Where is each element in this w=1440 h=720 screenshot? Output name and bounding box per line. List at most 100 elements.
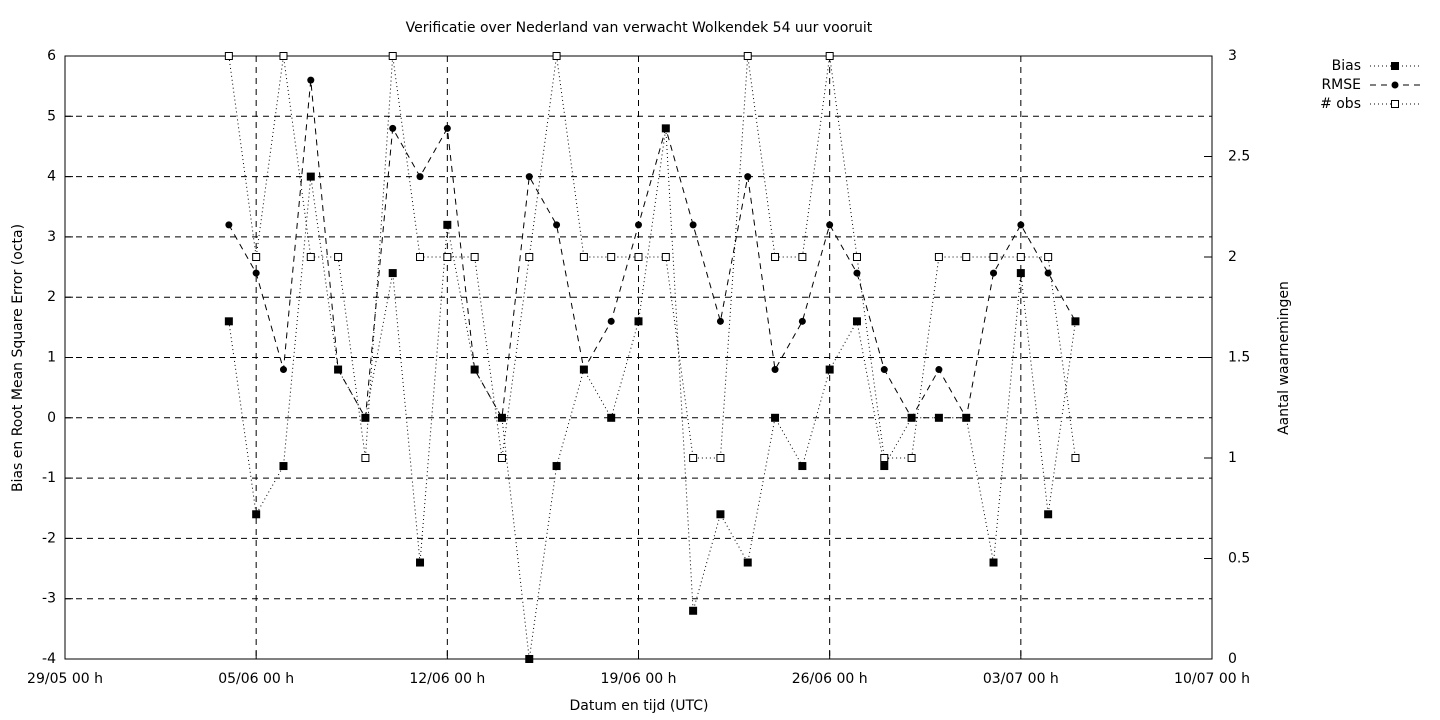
data-point bbox=[607, 253, 616, 261]
y-tick-label: -2 bbox=[42, 530, 56, 546]
data-point bbox=[525, 253, 534, 261]
y-tick-label: 3 bbox=[47, 229, 56, 245]
data-point bbox=[798, 253, 807, 261]
data-point bbox=[771, 366, 779, 374]
data-point bbox=[443, 220, 452, 229]
legend-label: RMSE bbox=[1321, 77, 1361, 93]
data-point bbox=[607, 413, 616, 422]
x-tick-label: 29/05 00 h bbox=[27, 671, 103, 687]
data-point bbox=[307, 76, 315, 84]
x-tick-label: 03/07 00 h bbox=[983, 671, 1059, 687]
data-point bbox=[224, 317, 233, 326]
data-point bbox=[252, 269, 260, 277]
data-point bbox=[853, 269, 861, 277]
data-point bbox=[798, 317, 806, 325]
data-point bbox=[525, 655, 534, 663]
data-point bbox=[934, 413, 943, 422]
data-point bbox=[1044, 269, 1052, 277]
data-point bbox=[279, 366, 287, 374]
y-tick-label: 0 bbox=[47, 410, 56, 426]
data-point bbox=[443, 253, 452, 261]
data-point bbox=[580, 366, 588, 374]
x-tick-label: 26/06 00 h bbox=[792, 671, 868, 687]
data-point bbox=[470, 253, 479, 261]
legend-marker bbox=[1391, 62, 1399, 70]
x-tick-label: 10/07 00 h bbox=[1174, 671, 1250, 687]
data-point bbox=[935, 366, 943, 374]
data-point bbox=[1044, 253, 1053, 261]
y-tick-label: -3 bbox=[42, 591, 56, 607]
series-line bbox=[228, 128, 1076, 660]
y2-tick-label: 1.5 bbox=[1228, 350, 1250, 366]
y-tick-label: 2 bbox=[47, 289, 56, 305]
y-tick-label: -4 bbox=[42, 651, 56, 667]
data-point bbox=[389, 124, 397, 132]
data-point bbox=[990, 269, 998, 277]
y2-tick-label: 0.5 bbox=[1228, 551, 1250, 567]
data-point bbox=[716, 510, 725, 519]
data-point bbox=[1016, 269, 1025, 278]
data-point bbox=[689, 454, 698, 462]
data-point bbox=[716, 454, 725, 462]
data-point bbox=[416, 173, 424, 181]
data-point bbox=[416, 253, 425, 261]
data-point bbox=[689, 221, 697, 229]
data-point bbox=[279, 52, 288, 60]
data-point bbox=[880, 454, 889, 462]
series-line bbox=[228, 80, 1076, 420]
x-axis-label: Datum en tijd (UTC) bbox=[569, 698, 708, 714]
data-point bbox=[1017, 221, 1025, 229]
data-point bbox=[361, 414, 369, 422]
data-point bbox=[661, 253, 670, 261]
data-point bbox=[498, 414, 506, 422]
legend-label: Bias bbox=[1332, 58, 1361, 74]
legend-marker bbox=[1391, 100, 1399, 108]
x-tick-label: 19/06 00 h bbox=[601, 671, 677, 687]
data-point bbox=[907, 454, 916, 462]
data-point bbox=[1071, 454, 1080, 462]
data-point bbox=[634, 317, 643, 326]
x-tick-label: 05/06 00 h bbox=[218, 671, 294, 687]
data-point bbox=[306, 172, 315, 181]
data-point bbox=[416, 558, 425, 567]
series-line bbox=[228, 55, 1076, 459]
data-point bbox=[989, 558, 998, 567]
data-point bbox=[826, 221, 834, 229]
data-point bbox=[908, 414, 916, 422]
data-point bbox=[225, 221, 233, 229]
data-point bbox=[771, 253, 780, 261]
data-point bbox=[443, 124, 451, 132]
legend-label: # obs bbox=[1320, 96, 1361, 112]
data-point bbox=[662, 124, 670, 132]
data-point bbox=[525, 173, 533, 181]
data-point bbox=[306, 253, 315, 261]
data-point bbox=[334, 366, 342, 374]
y2-axis-label: Aantal waarnemingen bbox=[1276, 281, 1292, 435]
data-point bbox=[334, 253, 343, 261]
data-point bbox=[852, 317, 861, 326]
data-point bbox=[689, 606, 698, 615]
y2-tick-label: 1 bbox=[1228, 450, 1237, 466]
data-point bbox=[471, 366, 479, 374]
y-tick-label: 1 bbox=[47, 350, 56, 366]
y2-tick-label: 0 bbox=[1228, 651, 1237, 667]
legend-marker bbox=[1391, 81, 1399, 89]
data-point bbox=[934, 253, 943, 261]
data-point bbox=[634, 253, 643, 261]
data-point bbox=[743, 558, 752, 567]
y-tick-label: -1 bbox=[42, 470, 56, 486]
data-point bbox=[635, 221, 642, 229]
data-point bbox=[552, 52, 561, 60]
data-point bbox=[361, 454, 370, 462]
data-point bbox=[388, 269, 397, 278]
x-tick-label: 12/06 00 h bbox=[409, 671, 485, 687]
y-tick-label: 5 bbox=[47, 108, 56, 124]
y2-tick-label: 2.5 bbox=[1228, 149, 1250, 165]
data-point bbox=[497, 454, 506, 462]
data-point bbox=[716, 317, 724, 325]
data-point bbox=[224, 52, 233, 60]
data-point bbox=[771, 413, 780, 422]
data-point bbox=[743, 52, 752, 60]
data-point bbox=[553, 221, 561, 229]
chart-title: Verificatie over Nederland van verwacht … bbox=[406, 20, 873, 36]
